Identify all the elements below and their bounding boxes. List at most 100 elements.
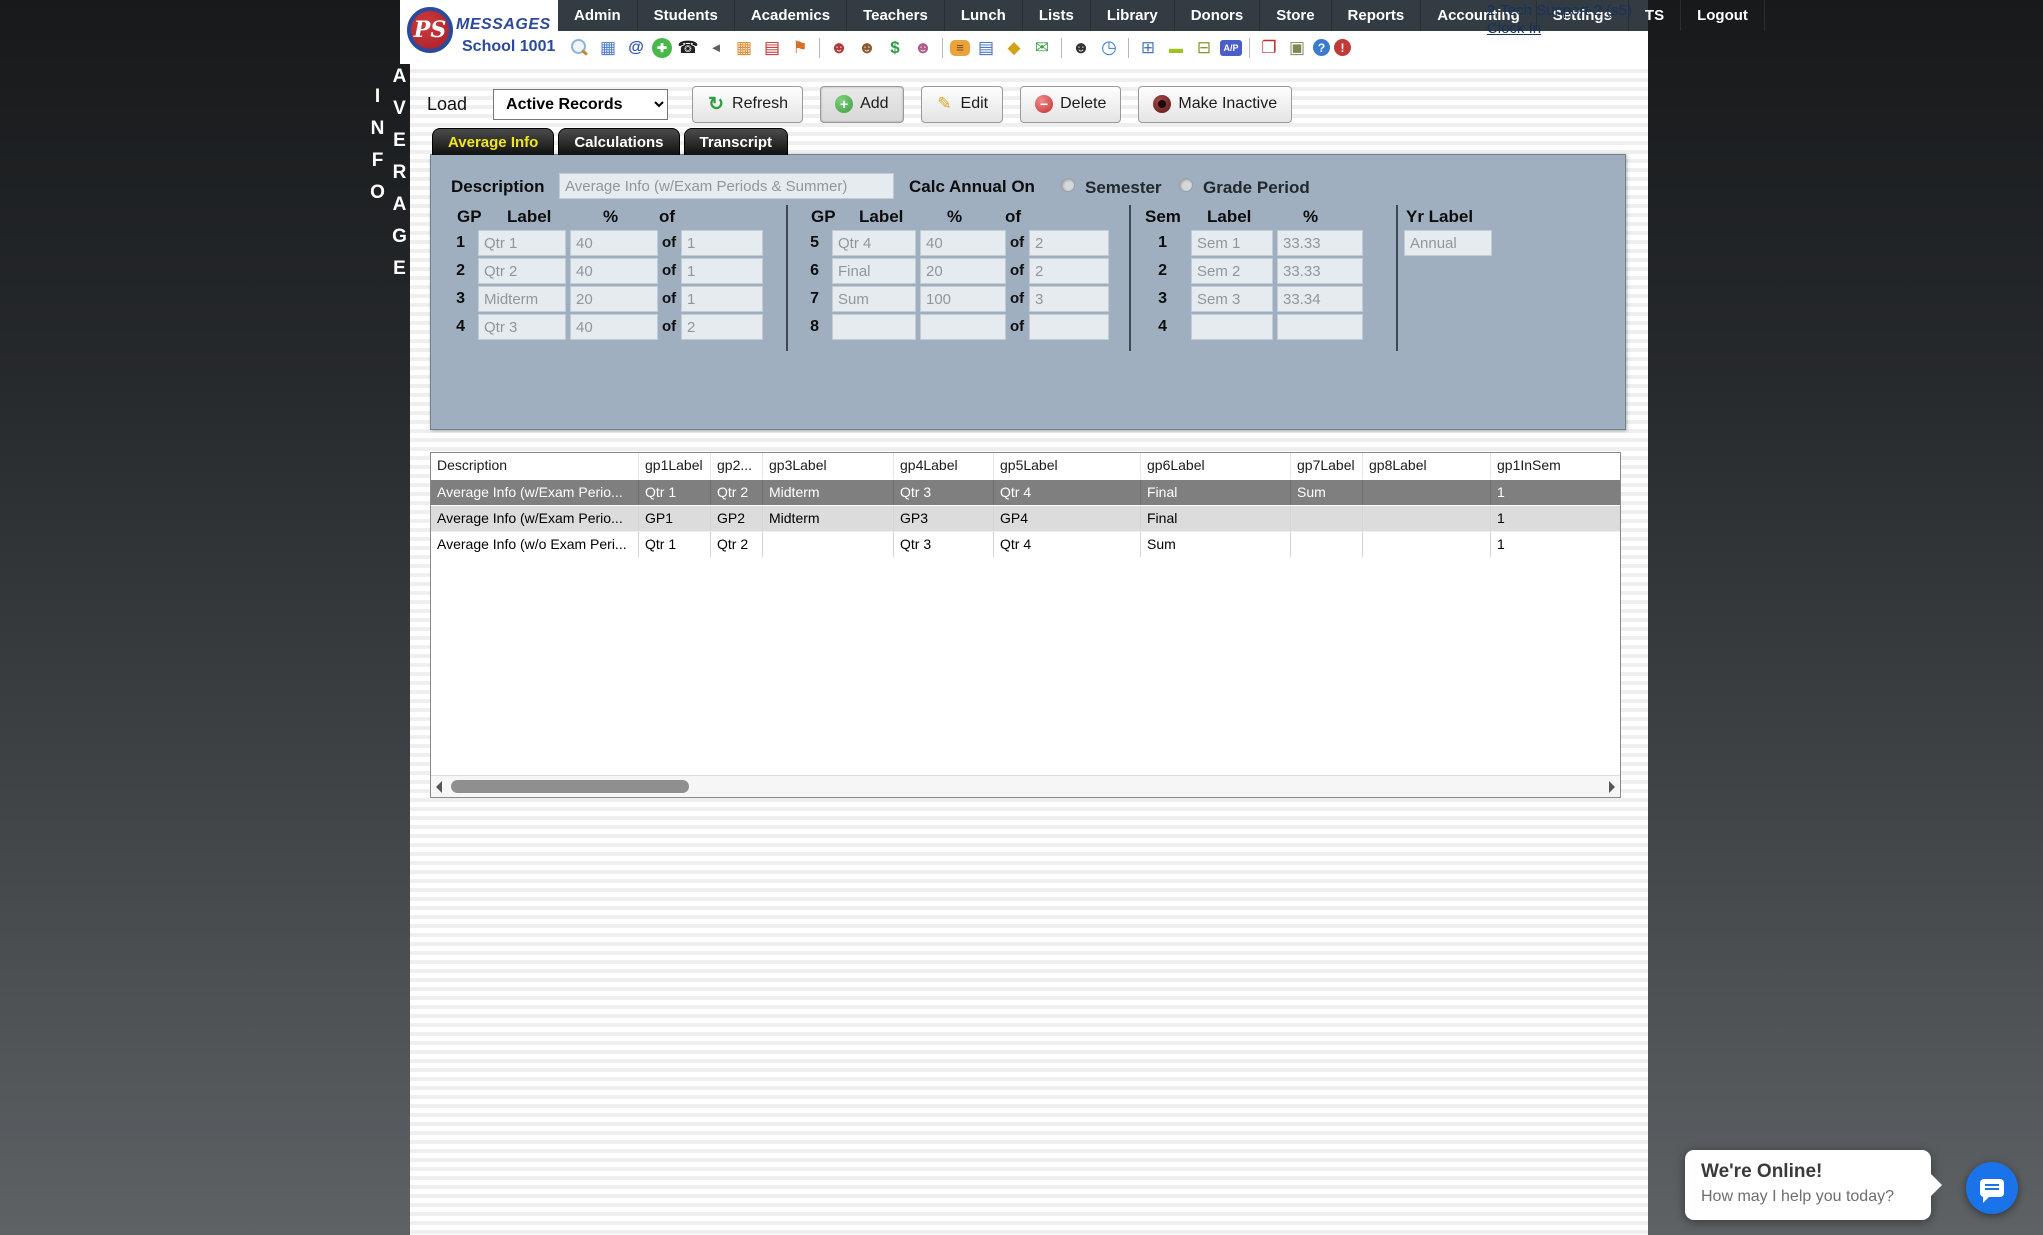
nav-item-ts[interactable]: TS [1629,0,1682,31]
sem3-label-input[interactable] [1191,286,1273,312]
scroll-left-arrow[interactable] [436,781,442,793]
bell-icon[interactable]: ◆ [1007,37,1021,57]
nav-item-lists[interactable]: Lists [1023,0,1091,31]
gp8-of-input[interactable] [1029,314,1109,340]
add-button[interactable]: + Add [820,85,904,123]
edit-button[interactable]: ✎ Edit [920,85,1004,123]
megaphone-icon[interactable]: ⚑ [792,37,808,57]
yr-label-input[interactable] [1404,230,1492,256]
gp7-pct-input[interactable] [920,286,1006,312]
sem2-pct-input[interactable] [1277,258,1363,284]
nav-item-settings[interactable]: Settings [1537,0,1629,31]
gp6-label-input[interactable] [832,258,916,284]
nav-item-donors[interactable]: Donors [1175,0,1261,31]
school-logo[interactable]: PS MESSAGES School 1001 [400,0,558,64]
gp2-label-input[interactable] [478,258,566,284]
mail-send-icon[interactable]: ✉ [1034,37,1050,57]
accounts-payable-icon[interactable]: A/P [1220,39,1242,56]
tab-transcript[interactable]: Transcript [683,128,789,155]
gp5-pct-input[interactable] [920,230,1006,256]
alert-icon[interactable]: ! [1334,39,1351,56]
col-header-gp2label[interactable]: gp2... [711,453,763,479]
cash-register-icon[interactable]: ⊟ [1196,37,1212,57]
payment-card-icon[interactable]: ▬ [1169,39,1183,56]
gp6-pct-input[interactable] [920,258,1006,284]
chat-message-icon[interactable]: ✚ [652,37,672,58]
sem2-label-input[interactable] [1191,258,1273,284]
nav-item-store[interactable]: Store [1260,0,1332,31]
sem3-pct-input[interactable] [1277,286,1363,312]
grid-row[interactable]: Average Info (w/o Exam Peri... Qtr 1 Qtr… [431,531,1620,557]
col-header-gp7label[interactable]: gp7Label [1291,453,1363,479]
col-header-gp6label[interactable]: gp6Label [1141,453,1291,479]
gp5-of-input[interactable] [1029,230,1109,256]
time-clock-icon[interactable]: ◷ [1101,37,1117,57]
gp7-label-input[interactable] [832,286,916,312]
gp1-pct-input[interactable] [570,230,658,256]
spreadsheet-icon[interactable]: ⊞ [1140,37,1156,57]
tab-average-info[interactable]: Average Info [432,128,555,155]
chat-launcher-button[interactable] [1966,1162,2018,1214]
grid-row[interactable]: Average Info (w/Exam Perio... GP1 GP2 Mi… [431,505,1620,531]
sem1-pct-input[interactable] [1277,230,1363,256]
gp4-of-input[interactable] [681,314,763,340]
gp8-pct-input[interactable] [920,314,1006,340]
col-header-gp4label[interactable]: gp4Label [894,453,994,479]
search-icon[interactable] [568,37,592,59]
scroll-right-arrow[interactable] [1609,781,1615,793]
sem4-pct-input[interactable] [1277,314,1363,340]
make-inactive-button[interactable]: Make Inactive [1138,85,1293,123]
gp2-pct-input[interactable] [570,258,658,284]
nav-item-admin[interactable]: Admin [558,0,638,31]
gp1-label-input[interactable] [478,230,566,256]
gp3-pct-input[interactable] [570,286,658,312]
grade-period-radio[interactable] [1179,178,1193,192]
nav-item-reports[interactable]: Reports [1332,0,1422,31]
nav-item-accounting[interactable]: Accounting [1421,0,1537,31]
semester-radio[interactable] [1061,178,1075,192]
col-header-gp8label[interactable]: gp8Label [1363,453,1491,479]
phone-icon[interactable]: ☎ [677,37,699,57]
gp2-of-input[interactable] [681,258,763,284]
tab-calculations[interactable]: Calculations [558,128,680,155]
gp8-label-input[interactable] [832,314,916,340]
nav-item-lunch[interactable]: Lunch [945,0,1023,31]
pdf-icon[interactable]: ❐ [1261,37,1277,57]
grid-row-selected[interactable]: Average Info (w/Exam Perio... Qtr 1 Qtr … [431,479,1620,505]
nurse-icon[interactable]: ☻ [830,37,848,57]
col-header-gp3label[interactable]: gp3Label [763,453,894,479]
col-header-gp1label[interactable]: gp1Label [639,453,711,479]
gp4-label-input[interactable] [478,314,566,340]
parent-icon[interactable]: ☻ [858,37,876,57]
announcement-sound-icon[interactable]: ◄ [709,40,723,55]
print-icon[interactable]: ▣ [1288,37,1306,57]
nav-item-logout[interactable]: Logout [1681,0,1765,31]
nav-item-teachers[interactable]: Teachers [847,0,945,31]
delete-button[interactable]: − Delete [1020,85,1122,123]
load-records-select[interactable]: Active Records [493,88,669,120]
email-icon[interactable]: @ [628,38,644,56]
gp5-label-input[interactable] [832,230,916,256]
lunch-icon[interactable]: ≡ [950,39,970,56]
calendar-icon[interactable]: ▦ [735,37,753,57]
gp3-label-input[interactable] [478,286,566,312]
gp6-of-input[interactable] [1029,258,1109,284]
nav-item-library[interactable]: Library [1091,0,1175,31]
gp7-of-input[interactable] [1029,286,1109,312]
clock-in-link[interactable]: Clock In [1486,20,1542,37]
staff-icon[interactable]: ☻ [1072,37,1090,57]
col-header-description[interactable]: Description [431,453,639,479]
scrollbar-thumb[interactable] [451,780,689,793]
nav-item-academics[interactable]: Academics [735,0,848,31]
grid-horizontal-scrollbar[interactable] [431,775,1620,797]
family-icon[interactable]: ☻ [914,37,932,57]
help-icon[interactable]: ? [1313,39,1330,56]
gp1-of-input[interactable] [681,230,763,256]
col-header-gp1insem[interactable]: gp1InSem [1497,457,1561,473]
event-calendar-icon[interactable]: ▤ [763,37,781,57]
gp3-of-input[interactable] [681,286,763,312]
dashboard-icon[interactable]: ▦ [599,37,617,57]
description-input[interactable] [559,173,894,199]
gp4-pct-input[interactable] [570,314,658,340]
money-icon[interactable]: $ [890,37,900,57]
